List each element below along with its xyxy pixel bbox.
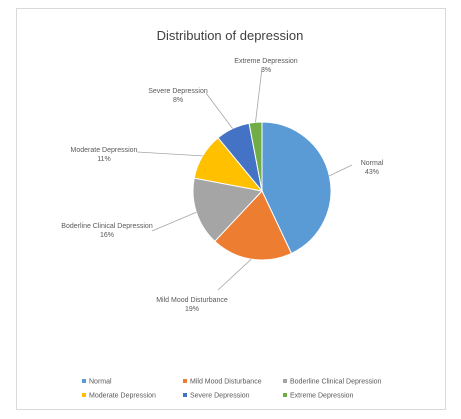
legend-label: Severe Depression — [190, 393, 250, 400]
leader-line — [329, 164, 353, 177]
legend-label: Extreme Depression — [290, 393, 354, 400]
data-label-value: 11% — [97, 156, 111, 163]
data-label-value: 8% — [173, 97, 183, 104]
data-label-name: Normal — [361, 160, 384, 167]
legend-label: Normal — [89, 379, 112, 386]
leader-line — [136, 151, 203, 157]
legend-swatch — [183, 393, 187, 397]
leader-lines — [136, 67, 353, 291]
data-label-value: 43% — [365, 169, 379, 176]
legend-label: Moderate Depression — [89, 393, 156, 400]
legend: Normal Mild Mood Disturbance Boderline Cli… — [82, 379, 382, 400]
legend-label: Boderline Clinical Depression — [290, 379, 382, 386]
data-label-value: 16% — [100, 232, 114, 239]
data-label-name: Extreme Depression — [234, 58, 298, 65]
data-label-name: Boderline Clinical Depression — [61, 223, 153, 230]
leader-line — [151, 211, 197, 232]
pie-slice-boderline-clinical-depression — [192, 177, 263, 243]
data-label-name: Mild Mood Disturbance — [156, 297, 228, 304]
leader-line — [255, 67, 263, 123]
pie-slices — [192, 121, 332, 261]
pie-slice-extreme-depression — [248, 121, 263, 192]
data-label-value: 19% — [185, 306, 199, 313]
data-label-name: Moderate Depression — [71, 147, 138, 154]
legend-swatch — [82, 393, 86, 397]
legend-swatch — [82, 379, 86, 383]
legend-swatch — [283, 379, 287, 383]
legend-label: Mild Mood Disturbance — [190, 379, 262, 386]
pie-slice-normal — [261, 121, 332, 255]
data-label-name: Severe Depression — [148, 88, 208, 95]
legend-swatch — [283, 393, 287, 397]
leader-line — [205, 92, 233, 129]
legend-swatch — [183, 379, 187, 383]
data-labels: Normal 43% Mild Mood Disturbance 19% Boderli… — [61, 58, 383, 313]
data-label-value: 3% — [261, 67, 271, 74]
chart-title: Distribution of depression — [157, 28, 304, 43]
leader-line — [217, 258, 252, 291]
pie-slice-mild-mood-disturbance — [214, 190, 293, 261]
